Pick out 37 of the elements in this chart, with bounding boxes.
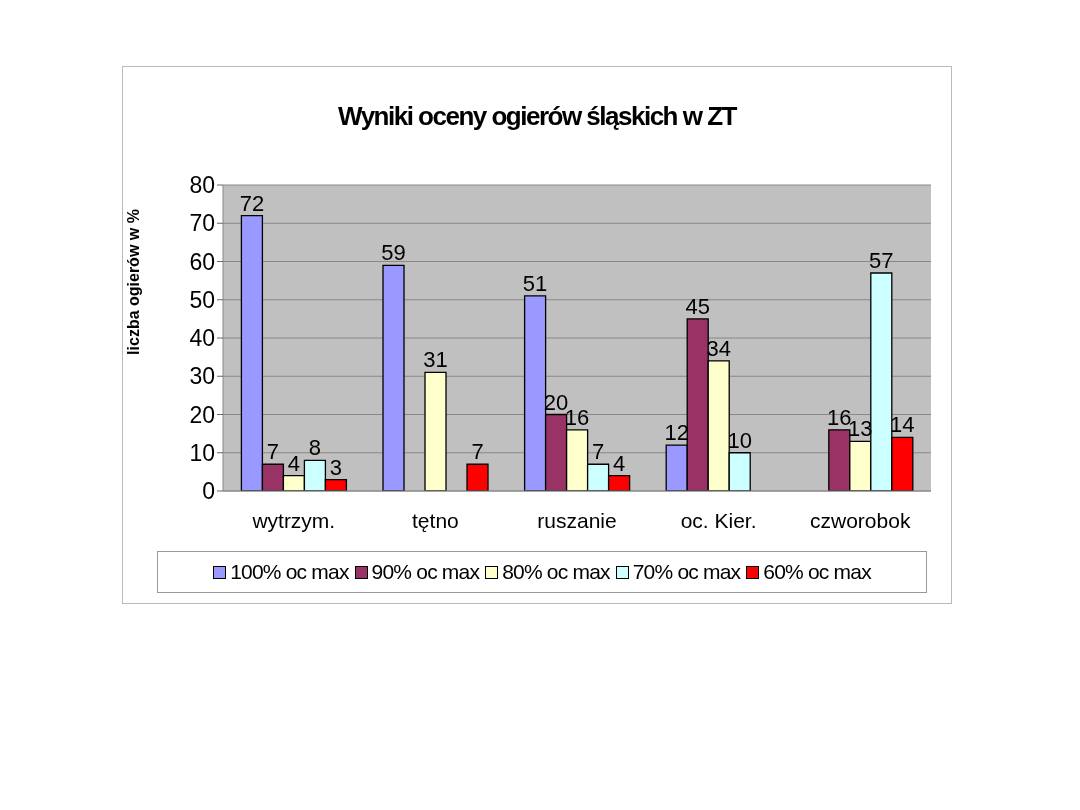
chart-title: Wyniki oceny ogierów śląskich w ZT <box>337 101 738 132</box>
data-label: 59 <box>381 240 406 266</box>
y-tick-label: 20 <box>189 401 215 428</box>
legend-label: 90% oc max <box>370 560 480 584</box>
data-label: 8 <box>308 435 322 461</box>
bar <box>424 371 447 491</box>
y-tick-label: 60 <box>189 248 215 275</box>
data-label: 7 <box>591 439 605 465</box>
y-tick-label: 50 <box>189 286 215 313</box>
bar <box>382 264 405 491</box>
data-label: 7 <box>471 439 484 465</box>
x-tick-label: wytrzym. <box>251 508 336 532</box>
legend-label: 70% oc max <box>631 560 741 584</box>
data-label: 72 <box>239 190 265 216</box>
bar <box>466 463 489 491</box>
y-tick-label: 80 <box>189 172 215 199</box>
y-tick-label: 40 <box>189 325 215 352</box>
legend-label: 80% oc max <box>501 560 610 584</box>
data-label: 4 <box>612 450 626 476</box>
x-tick-label: tętno <box>412 508 459 532</box>
data-label: 45 <box>685 293 710 319</box>
data-label: 3 <box>329 454 343 480</box>
x-tick-label: czworobok <box>810 508 911 532</box>
x-tick-label: oc. Kier. <box>680 508 757 532</box>
y-tick-label: 0 <box>202 478 215 505</box>
y-axis-title: liczba ogierów w % <box>125 208 143 357</box>
data-label: 7 <box>266 439 280 465</box>
y-tick-label: 30 <box>189 363 215 390</box>
y-tick-label: 10 <box>189 439 215 466</box>
data-label: 31 <box>423 347 448 373</box>
data-label: 51 <box>522 270 548 296</box>
legend-label: 100% oc max <box>229 560 349 584</box>
x-tick-label: ruszanie <box>537 508 617 532</box>
y-tick-label: 70 <box>189 210 215 237</box>
data-label: 4 <box>287 450 301 476</box>
data-label: 57 <box>869 247 894 273</box>
legend-label: 60% oc max <box>762 560 871 584</box>
